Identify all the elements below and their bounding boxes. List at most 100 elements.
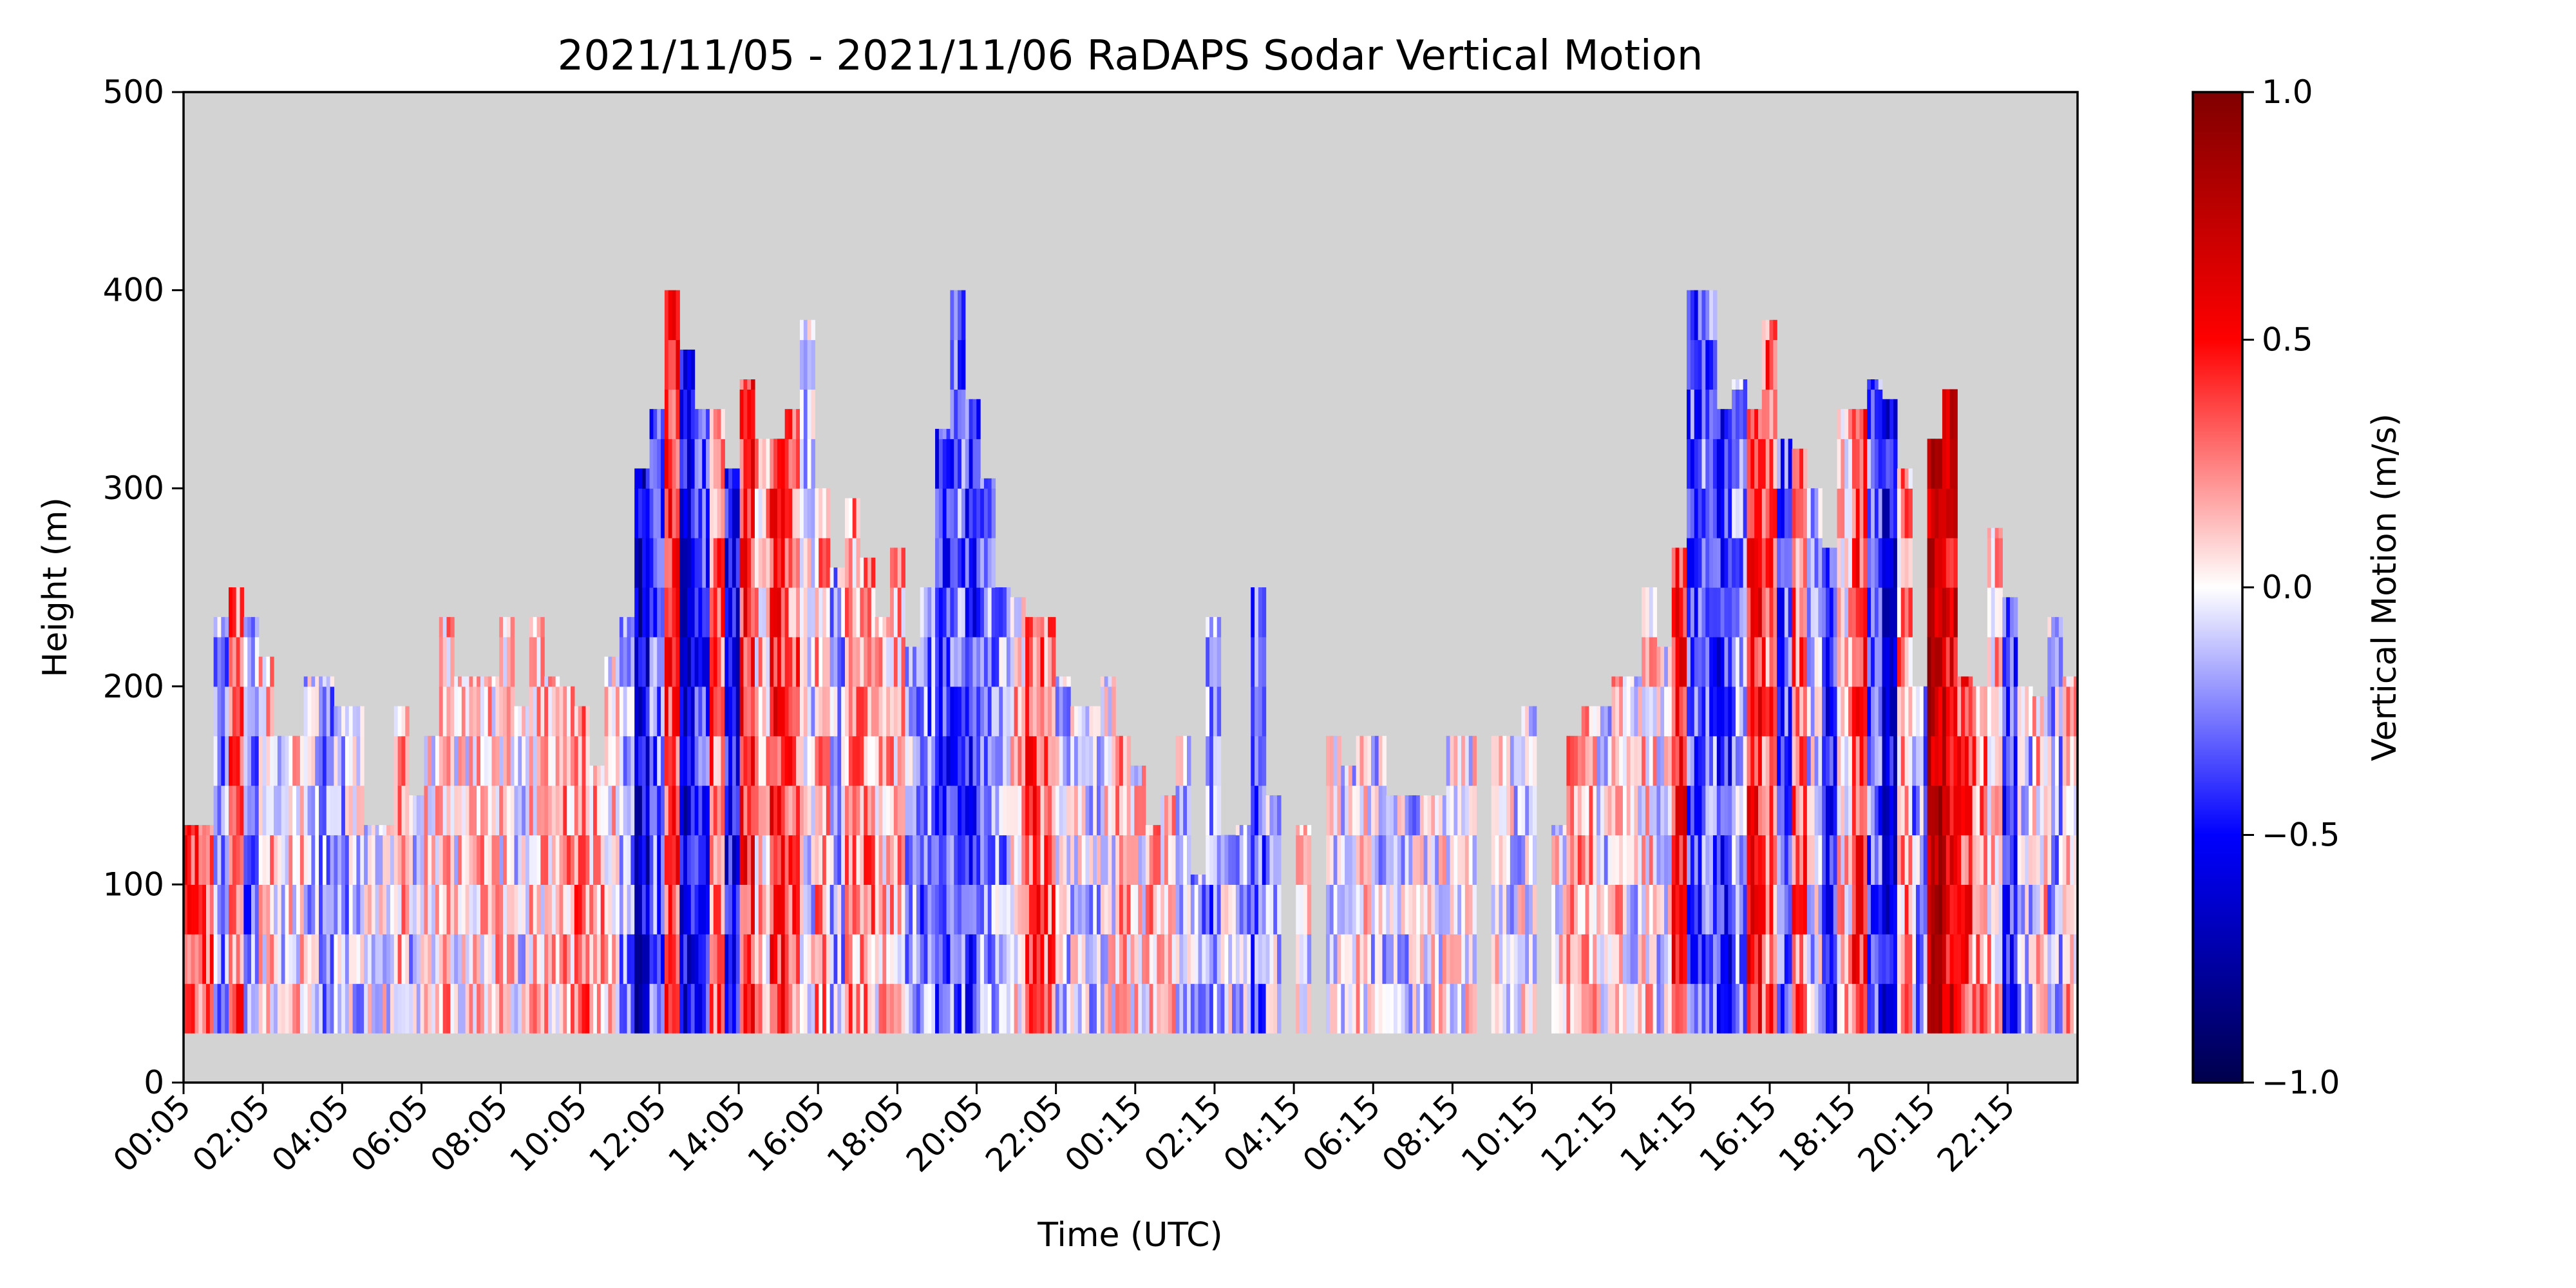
heat-cell [1337, 983, 1341, 1034]
heat-cell [784, 983, 790, 1034]
heat-cell [184, 983, 188, 1034]
heat-cell [916, 983, 921, 1034]
heat-cell [608, 934, 612, 984]
heat-cell [946, 735, 951, 786]
heat-cell [292, 934, 297, 984]
heat-cell [995, 735, 999, 786]
heat-cell [1604, 706, 1609, 737]
heat-cell [829, 835, 835, 885]
heat-cell [1886, 399, 1890, 439]
heat-cell [1634, 983, 1638, 1034]
heat-cell [1743, 735, 1748, 786]
heat-cell [864, 557, 868, 588]
heat-cell [1781, 735, 1785, 786]
heat-cell [367, 835, 372, 885]
heat-cell [661, 735, 665, 786]
heat-cell [724, 488, 729, 538]
heat-cell [1664, 735, 1669, 786]
heat-cell [724, 587, 729, 638]
heat-cell [980, 686, 985, 737]
heat-cell [784, 409, 790, 439]
heat-cell [709, 934, 714, 984]
heat-cell [1607, 706, 1613, 737]
heat-cell [641, 934, 647, 984]
heat-cell [969, 686, 974, 737]
heat-cell [1566, 785, 1571, 836]
heat-cell [446, 686, 451, 737]
heat-cell [735, 835, 741, 885]
heat-cell [1792, 587, 1796, 638]
heat-cell [1100, 676, 1105, 687]
heat-cell [1003, 884, 1007, 934]
heat-cell [634, 785, 639, 836]
heat-cell [690, 636, 696, 687]
heat-cell [2002, 785, 2007, 836]
heat-cell [1337, 934, 1341, 984]
heat-cell [781, 538, 786, 588]
heat-cell [713, 439, 718, 489]
heat-cell [1720, 884, 1725, 934]
heat-cell [991, 934, 996, 984]
heat-cell [687, 735, 692, 786]
heat-cell [1363, 983, 1368, 1034]
heat-cell [225, 636, 229, 687]
heat-cell [1938, 934, 1943, 984]
heat-cell [1581, 785, 1586, 836]
heat-cell [1367, 785, 1372, 836]
heat-cell [2032, 735, 2037, 786]
heat-cell [1419, 934, 1425, 984]
heat-cell [612, 835, 616, 885]
heat-cell [702, 409, 706, 439]
heat-cell [1386, 884, 1390, 934]
heat-cell [262, 656, 267, 687]
heat-cell [281, 735, 286, 786]
heat-cell [766, 538, 770, 588]
heat-cell [1014, 735, 1019, 786]
heat-cell [439, 884, 444, 934]
heat-cell [1119, 934, 1124, 984]
heat-cell [604, 835, 609, 885]
heat-cell [1987, 785, 1992, 836]
heat-cell [1705, 439, 1710, 489]
heat-cell [1946, 983, 1951, 1034]
heat-cell [1732, 636, 1736, 687]
y-tick-label: 0 [144, 1064, 164, 1101]
heat-cell [1273, 934, 1278, 984]
heat-cell [428, 835, 432, 885]
heat-cell [303, 934, 308, 984]
heat-cell [431, 983, 436, 1034]
heat-cell [965, 587, 970, 638]
heat-cell [1935, 735, 1939, 786]
heat-cell [405, 983, 410, 1034]
heat-cell [1585, 785, 1590, 836]
heat-cell [1698, 587, 1703, 638]
heat-cell [213, 785, 218, 836]
colorbar-tick-label: 0.5 [2262, 321, 2313, 359]
heat-cell [946, 884, 951, 934]
heat-cell [958, 636, 962, 687]
heat-cell [732, 488, 737, 538]
heat-cell [1844, 636, 1849, 687]
heat-cell [1765, 339, 1770, 390]
heat-cell [946, 934, 951, 984]
heat-cell [980, 934, 985, 984]
heat-cell [901, 547, 905, 588]
heat-cell [1021, 934, 1026, 984]
heat-cell [758, 884, 763, 934]
heat-cell [668, 983, 673, 1034]
heat-cell [1081, 735, 1086, 786]
heat-cell [1416, 795, 1421, 836]
heat-cell [2017, 835, 2022, 885]
heat-cell [766, 587, 770, 638]
heat-cell [1878, 538, 1883, 588]
heat-cell [735, 735, 741, 786]
heat-cell [1028, 735, 1034, 786]
heat-cell [1209, 735, 1214, 786]
heat-cell [1671, 983, 1676, 1034]
heat-cell [1833, 636, 1838, 687]
heat-cell [799, 389, 804, 439]
heat-cell [683, 636, 688, 687]
heat-cell [694, 439, 699, 489]
heat-cell [1957, 735, 1962, 786]
heat-cell [1769, 884, 1774, 934]
